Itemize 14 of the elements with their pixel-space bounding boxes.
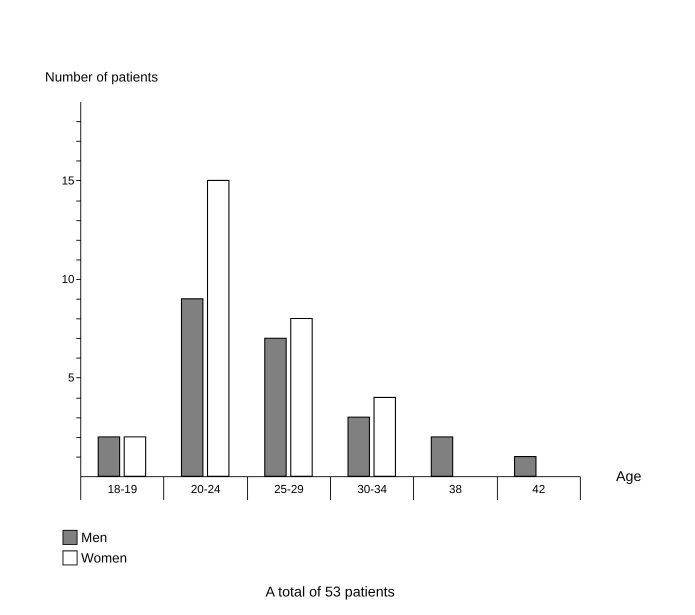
x-tick-label: 42: [532, 484, 546, 496]
x-tick-label: 38: [449, 484, 462, 496]
y-tick-label: 15: [62, 175, 74, 188]
legend-label: Women: [81, 550, 128, 566]
x-tick-label: 30-34: [357, 484, 388, 496]
x-axis-title: Age: [616, 469, 642, 486]
legend-label: Men: [81, 530, 108, 545]
x-tick-label: 25-29: [274, 484, 304, 496]
y-axis-title: Number of patients: [45, 70, 158, 85]
x-tick-label: 18-19: [108, 484, 138, 496]
text: A total of 53 patients: [265, 584, 395, 601]
y-tick-label: 10: [62, 274, 74, 286]
y-tick-label: 5: [68, 372, 74, 385]
x-tick-label: 20-24: [190, 484, 222, 496]
